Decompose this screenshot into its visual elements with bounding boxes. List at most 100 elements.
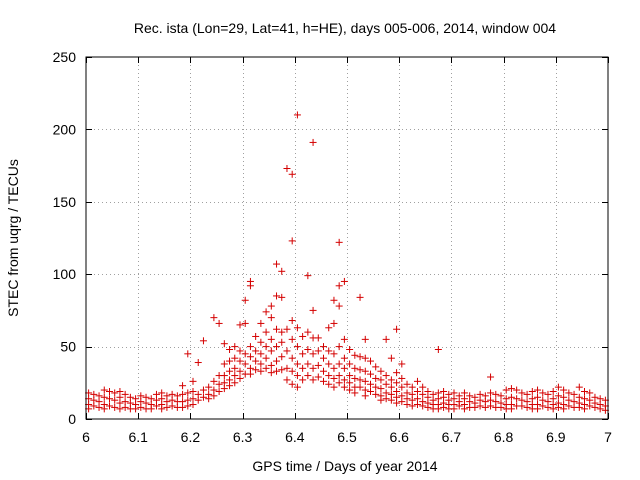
- data-point: [419, 402, 427, 410]
- data-point: [241, 360, 249, 368]
- data-points: [85, 111, 609, 414]
- x-tick-label: 6: [82, 429, 90, 445]
- data-point: [361, 367, 369, 375]
- data-point: [586, 402, 594, 410]
- data-point: [257, 360, 265, 368]
- grid-lines: [86, 57, 608, 419]
- data-point: [231, 354, 239, 362]
- data-point: [163, 403, 171, 411]
- data-point: [325, 372, 333, 380]
- x-tick-labels: 6 6.1 6.2 6.3 6.4 6.5 6.6 6.7 6.8 6.9 7: [82, 429, 612, 445]
- data-point: [205, 383, 213, 391]
- data-point: [413, 377, 421, 385]
- data-point: [199, 386, 207, 394]
- x-tick-label: 6.4: [285, 429, 305, 445]
- data-point: [424, 403, 432, 411]
- data-point: [226, 367, 234, 375]
- data-point: [273, 367, 281, 375]
- x-tick-label: 7: [604, 429, 612, 445]
- data-point: [236, 367, 244, 375]
- data-point: [544, 403, 552, 411]
- data-point: [351, 389, 359, 397]
- data-point: [199, 393, 207, 401]
- data-point: [340, 277, 348, 285]
- data-point: [351, 364, 359, 372]
- data-point: [189, 377, 197, 385]
- data-point: [330, 350, 338, 358]
- data-point: [105, 402, 113, 410]
- data-point: [377, 385, 385, 393]
- data-point: [549, 405, 557, 413]
- data-point: [340, 354, 348, 362]
- data-point: [121, 390, 129, 398]
- data-point: [398, 398, 406, 406]
- data-point: [283, 364, 291, 372]
- data-point: [497, 403, 505, 411]
- y-axis-label: STEC from uqrg / TECUs: [5, 159, 21, 317]
- data-point: [596, 405, 604, 413]
- data-point: [377, 396, 385, 404]
- data-point: [304, 345, 312, 353]
- data-point: [351, 374, 359, 382]
- data-point: [393, 325, 401, 333]
- data-point: [325, 380, 333, 388]
- data-point: [273, 357, 281, 365]
- data-point: [554, 383, 562, 391]
- data-point: [179, 390, 187, 398]
- data-point: [403, 380, 411, 388]
- data-point: [320, 377, 328, 385]
- x-tick-label: 6.5: [337, 429, 357, 445]
- data-point: [523, 403, 531, 411]
- data-point: [377, 376, 385, 384]
- data-point: [105, 395, 113, 403]
- data-point: [309, 306, 317, 314]
- data-point: [293, 111, 301, 119]
- data-point: [111, 389, 119, 397]
- data-point: [534, 405, 542, 413]
- data-point: [560, 393, 568, 401]
- data-point: [121, 403, 129, 411]
- data-point: [262, 343, 270, 351]
- axis-ticks: [86, 57, 609, 420]
- data-point: [137, 403, 145, 411]
- data-point: [591, 403, 599, 411]
- data-point: [549, 387, 557, 395]
- data-point: [356, 366, 364, 374]
- data-point: [246, 370, 254, 378]
- data-point: [262, 308, 270, 316]
- data-point: [100, 393, 108, 401]
- data-point: [403, 401, 411, 409]
- data-point: [309, 376, 317, 384]
- data-point: [273, 343, 281, 351]
- data-point: [220, 340, 228, 348]
- data-point: [215, 380, 223, 388]
- data-point: [215, 319, 223, 327]
- data-point: [236, 347, 244, 355]
- data-point: [293, 383, 301, 391]
- data-point: [210, 314, 218, 322]
- data-point: [299, 350, 307, 358]
- data-point: [560, 386, 568, 394]
- data-point: [215, 387, 223, 395]
- data-point: [288, 237, 296, 245]
- data-point: [189, 387, 197, 395]
- data-point: [257, 338, 265, 346]
- data-point: [90, 402, 98, 410]
- data-point: [356, 376, 364, 384]
- data-point: [507, 385, 515, 393]
- data-point: [236, 374, 244, 382]
- data-point: [262, 328, 270, 336]
- chart-title: Rec. ista (Lon=29, Lat=41, h=HE), days 0…: [134, 20, 556, 36]
- data-point: [273, 325, 281, 333]
- x-tick-label: 6.7: [442, 429, 462, 445]
- data-point: [330, 296, 338, 304]
- data-point: [252, 357, 260, 365]
- data-point: [382, 380, 390, 388]
- data-point: [377, 367, 385, 375]
- data-point: [382, 395, 390, 403]
- data-point: [534, 386, 542, 394]
- data-point: [95, 403, 103, 411]
- data-point: [560, 405, 568, 413]
- data-point: [460, 405, 468, 413]
